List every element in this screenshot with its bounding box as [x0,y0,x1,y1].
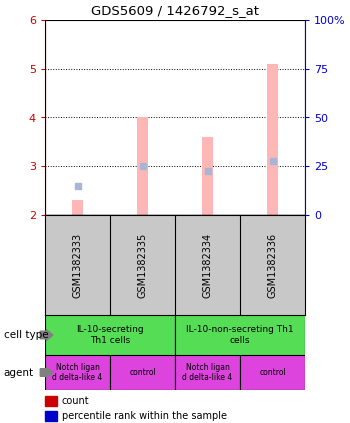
Bar [240,355,305,390]
Bar [72,201,83,215]
Title: GDS5609 / 1426792_s_at: GDS5609 / 1426792_s_at [91,5,259,17]
Bar [45,355,110,390]
Text: count: count [62,396,89,406]
Text: control: control [259,368,286,377]
Text: control: control [129,368,156,377]
Bar [175,355,240,390]
Text: cell type: cell type [4,330,48,340]
Text: agent: agent [4,368,34,377]
Bar [136,118,148,215]
Text: Notch ligan
d delta-like 4: Notch ligan d delta-like 4 [182,363,233,382]
Text: IL-10-secreting
Th1 cells: IL-10-secreting Th1 cells [76,325,144,345]
Text: IL-10-non-secreting Th1
cells: IL-10-non-secreting Th1 cells [186,325,294,345]
Text: GSM1382336: GSM1382336 [267,232,278,297]
Text: GSM1382335: GSM1382335 [138,232,147,298]
Text: GSM1382333: GSM1382333 [72,232,83,297]
Bar [267,64,278,215]
Text: GSM1382334: GSM1382334 [203,232,212,297]
Text: percentile rank within the sample: percentile rank within the sample [62,411,227,421]
Bar [45,315,175,355]
Text: Notch ligan
d delta-like 4: Notch ligan d delta-like 4 [52,363,103,382]
Bar [202,137,214,215]
Bar [110,355,175,390]
Bar [175,315,305,355]
